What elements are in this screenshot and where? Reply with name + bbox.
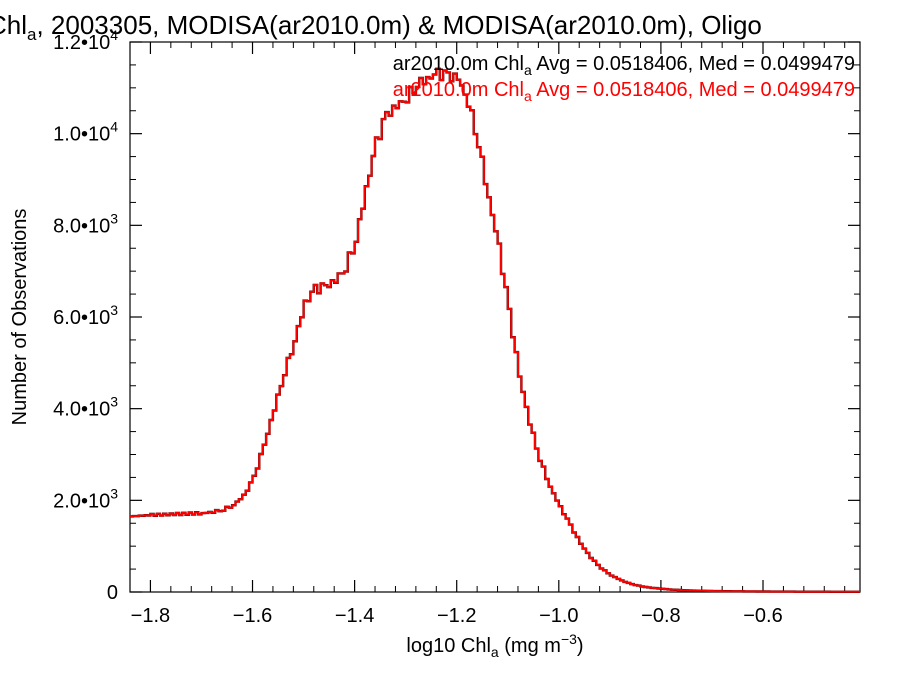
y-tick-label-6: 1.2•104 <box>53 27 118 54</box>
y-tick-label-4: 8.0•103 <box>53 210 118 237</box>
legend-entry-red: ar2010.0m Chla Avg = 0.0518406, Med = 0.… <box>393 79 855 104</box>
y-tick-label-0: 0 <box>107 582 118 604</box>
x-tick-label-3: −1.2 <box>437 605 476 627</box>
x-axis-minor-ticks <box>129 42 846 592</box>
series-line-1 <box>130 67 860 593</box>
x-tick-label-1: −1.6 <box>233 605 272 627</box>
legend-entry-black: ar2010.0m Chla Avg = 0.0518406, Med = 0.… <box>393 53 855 78</box>
x-tick-label-0: −1.8 <box>131 605 170 627</box>
legend: ar2010.0m Chla Avg = 0.0518406, Med = 0.… <box>393 53 855 104</box>
plot-frame <box>129 41 861 593</box>
y-tick-label-3: 6.0•103 <box>53 302 118 329</box>
x-tick-label-5: −0.8 <box>641 605 680 627</box>
x-tick-label-2: −1.4 <box>335 605 374 627</box>
chart-title: Chla, 2003305, MODISA(ar2010.0m) & MODIS… <box>0 10 762 44</box>
y-tick-label-1: 2.0•103 <box>53 485 118 512</box>
x-tick-label-4: −1.0 <box>539 605 578 627</box>
y-axis-label: Number of Observations <box>9 209 31 426</box>
y-tick-label-5: 1.0•104 <box>53 119 118 146</box>
y-axis-minor-ticks <box>130 64 860 570</box>
y-tick-label-2: 4.0•103 <box>53 394 118 421</box>
x-axis-ticks: −1.8 −1.6 −1.4 −1.2 −1.0 −0.8 −0.6 <box>131 42 783 627</box>
series-layer <box>130 67 860 593</box>
x-axis-label: log10 Chla (mg m−3) <box>406 631 583 660</box>
series-line-0 <box>130 67 860 593</box>
x-tick-label-6: −0.6 <box>743 605 782 627</box>
y-axis-ticks: 0 2.0•103 4.0•103 6.0•103 8.0•103 1.0•104 1.2•… <box>53 27 860 604</box>
